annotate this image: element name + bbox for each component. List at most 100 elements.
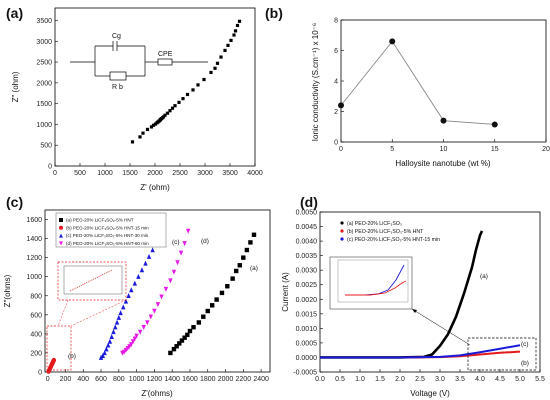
circuit-cpe-label: CPE — [158, 51, 173, 58]
chart-c-ytick-label: 400 — [30, 331, 42, 338]
chart-d-zoom-box — [467, 337, 537, 371]
chart-c-point — [145, 320, 150, 326]
chart-d-series-line — [320, 344, 521, 359]
chart-c-legend-label: (a) PEO-20% LiCF₃SO₃-5% HNT — [66, 218, 134, 223]
chart-d-ytick-label: 0.0035 — [296, 253, 318, 260]
chart-b-point — [338, 102, 344, 109]
chart-c-point — [201, 314, 206, 319]
chart-a-point — [237, 19, 242, 23]
chart-a-frame — [54, 7, 256, 167]
chart-a-ytick-label: 3500 — [36, 18, 52, 25]
chart-c-point — [139, 267, 145, 273]
chart-d-xtick-label: 5.0 — [515, 376, 525, 383]
chart-c-point — [123, 298, 129, 304]
chart-a-point — [168, 109, 172, 113]
chart-c-point — [244, 247, 250, 253]
chart-d-xtick-label: 1.5 — [375, 376, 385, 383]
chart-d-curve-label-a: (a) — [480, 273, 488, 280]
chart-a-point — [149, 125, 154, 129]
chart-c-frame — [44, 209, 271, 373]
chart-d: 0.0 0.5 1.0 1.5 2.0 2.5 3.0 3.5 4.0 4.5 5.0 5.5 -0.0… — [281, 210, 545, 399]
chart-b-xtick-label: 20 — [542, 146, 550, 153]
chart-d-xtick-label: 4.5 — [495, 376, 505, 383]
chart-a-xtick-label: 1000 — [97, 170, 113, 177]
chart-c-point — [152, 308, 157, 314]
circuit-r-label: R b — [112, 84, 123, 91]
chart-c-point — [102, 350, 107, 356]
chart-a-point — [219, 55, 223, 59]
chart-c-point — [118, 310, 123, 316]
chart-d-xtick-label: 3.5 — [455, 376, 465, 383]
chart-c-xtick-label: 1000 — [129, 376, 145, 383]
chart-c-legend: (a) PEO-20% LiCF₃SO₃-5% HNT (b) PEO-20% L… — [55, 212, 167, 248]
chart-d-legend-marker — [340, 221, 344, 225]
chart-c-point — [178, 250, 184, 256]
chart-c-point — [182, 241, 187, 247]
chart-d-ytick-label: 0.0005 — [296, 340, 318, 347]
chart-c-curve-label-a: (a) — [250, 265, 258, 272]
chart-c-point — [129, 287, 134, 293]
chart-c-point — [137, 329, 143, 335]
chart-c-point — [168, 278, 173, 284]
chart-c-point — [121, 304, 126, 310]
chart-b-xtick-label: 15 — [491, 146, 499, 153]
chart-b: 0 5 10 15 20 0 2 4 6 8 Halloysite nanotube (wt %)… — [311, 18, 550, 169]
chart-a-point — [232, 33, 236, 37]
panel-b-label: (b) — [265, 5, 283, 21]
chart-c-inset — [46, 261, 127, 371]
chart-c-ytick-label: 1000 — [26, 274, 42, 281]
chart-c-point — [126, 292, 131, 298]
chart-c-ytick-label: 200 — [30, 350, 42, 357]
chart-d-xtick-label: 2.0 — [395, 376, 405, 383]
chart-d-xtick-label: 5.5 — [535, 376, 545, 383]
chart-b-xlabel: Halloysite nanotube (wt %) — [395, 159, 490, 168]
chart-a-xtick-label: 2500 — [172, 170, 188, 177]
chart-c-point — [100, 353, 106, 358]
chart-b-point — [440, 117, 447, 124]
chart-c-point — [248, 240, 253, 245]
chart-c-zoom-box — [46, 325, 72, 371]
chart-c-point — [182, 335, 187, 340]
chart-d-ytick-label: 0.0010 — [296, 326, 318, 333]
chart-c-xtick-label: 2200 — [236, 376, 252, 383]
chart-c-ytick-label: 1200 — [26, 255, 42, 262]
chart-c-ytick-label: 800 — [30, 293, 42, 300]
chart-c-ticks: 0 200 400 600 800 1000 1200 1400 1600 1800 2000 220… — [26, 217, 269, 383]
chart-a-point — [202, 77, 206, 82]
chart-c-xtick-label: 600 — [95, 376, 107, 383]
chart-a-point — [165, 111, 170, 115]
chart-c-point — [107, 338, 113, 344]
chart-d-ytick-label: 0.0020 — [296, 297, 318, 304]
chart-b-ytick-label: 0 — [334, 140, 338, 147]
chart-a-ytick-label: 1000 — [36, 122, 52, 129]
chart-c-ylabel: Z"(ohms) — [3, 274, 12, 307]
chart-a-point — [235, 23, 240, 28]
chart-c-point — [234, 268, 239, 274]
chart-c-point — [116, 314, 122, 320]
chart-c-point — [113, 324, 118, 330]
chart-d-xtick-label: 3.0 — [435, 376, 445, 383]
chart-b-line — [340, 40, 495, 125]
chart-c-point — [104, 346, 109, 352]
chart-c-point — [146, 253, 152, 259]
panel-d-label: (d) — [300, 194, 318, 210]
chart-b-point — [389, 38, 396, 45]
chart-c-point — [159, 294, 164, 300]
chart-c-xtick-label: 800 — [113, 376, 125, 383]
chart-b-ytick-label: 8 — [334, 18, 338, 25]
circuit-c-label: Cg — [112, 33, 121, 40]
chart-c-legend-label: (c) PEO-20% LiCF₃SO₃-5% HNT-30 min — [66, 233, 149, 238]
chart-c-point — [191, 325, 196, 330]
chart-d-ticks: 0.0 0.5 1.0 1.5 2.0 2.5 3.0 3.5 4.0 4.5 5.0 5.5 -0.0… — [293, 210, 545, 384]
chart-c-point — [109, 333, 114, 339]
chart-a: 0 500 1000 1500 2000 2500 3000 3500 4000 0 500 1000… — [11, 7, 263, 192]
chart-c-legend-label: (d) PEO-20% LiCF₃SO₃-5% HNT-60 min — [66, 241, 149, 246]
equivalent-circuit — [70, 41, 208, 81]
chart-b-ytick-label: 4 — [334, 79, 338, 86]
chart-c-curve-label-c: (c) — [172, 239, 180, 246]
chart-c-xtick-label: 1600 — [182, 376, 198, 383]
chart-b-xtick-label: 5 — [390, 146, 394, 153]
chart-a-point — [163, 113, 167, 117]
chart-a-point — [181, 97, 185, 101]
